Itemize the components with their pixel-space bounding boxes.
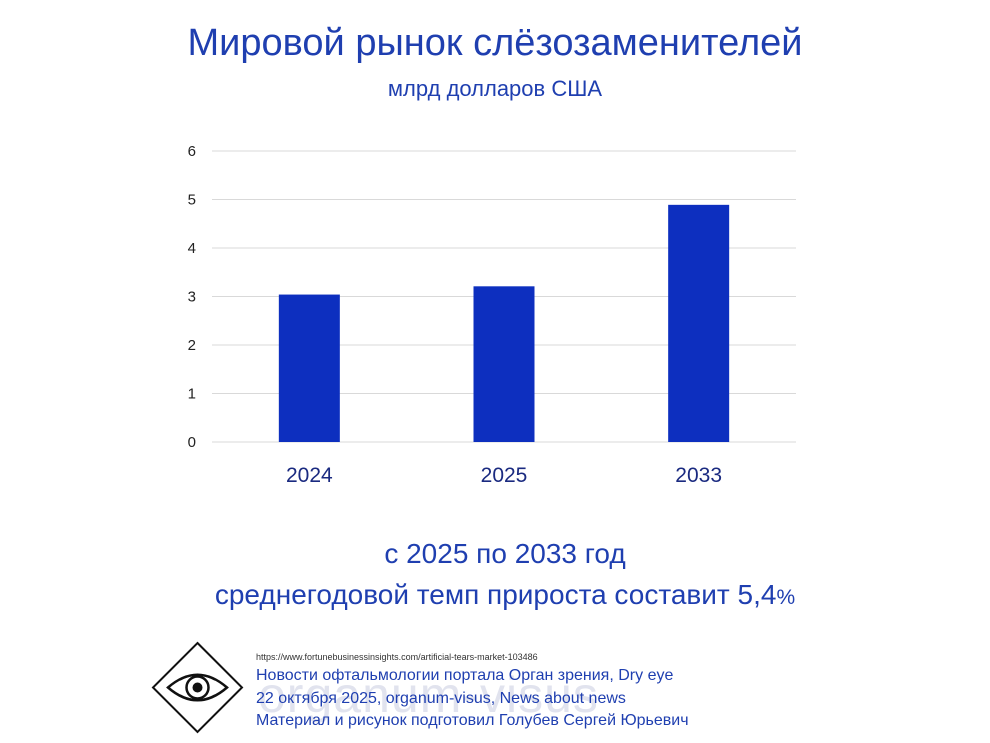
y-axis-ticks: 0 1 2 3 4 5 6 <box>188 143 196 451</box>
growth-note-rate: среднегодовой темп прироста составит 5,4… <box>0 579 990 611</box>
y-tick-label: 2 <box>188 337 196 354</box>
y-tick-label: 0 <box>188 434 196 451</box>
bar-2024 <box>278 294 340 442</box>
eye-diamond-logo-icon <box>151 641 244 734</box>
footer-line-date: 22 октября 2025, organum-visus, News abo… <box>256 690 626 707</box>
source-url: https://www.fortunebusinessinsights.com/… <box>256 652 538 662</box>
bars <box>278 204 730 442</box>
x-tick-label: 2024 <box>286 464 333 487</box>
x-axis-ticks: 2024 2025 2033 <box>286 464 722 487</box>
x-tick-label: 2025 <box>481 464 528 487</box>
y-tick-label: 6 <box>188 143 196 160</box>
bar-2025 <box>473 286 535 442</box>
y-tick-label: 4 <box>188 240 196 257</box>
x-tick-label: 2033 <box>675 464 722 487</box>
y-tick-label: 3 <box>188 289 196 306</box>
y-tick-label: 5 <box>188 192 196 209</box>
footer-line-portal: Новости офтальмологии портала Орган зрен… <box>256 667 674 684</box>
growth-note-percent: % <box>776 586 796 609</box>
footer-line-author: Материал и рисунок подготовил Голубев Се… <box>256 712 689 729</box>
bar-chart: 0 1 2 3 4 5 6 2024 2025 2033 <box>188 143 796 487</box>
chart-title: Мировой рынок слёзозаменителей <box>187 22 803 64</box>
y-tick-label: 1 <box>188 386 196 403</box>
bar-2033 <box>668 204 730 442</box>
growth-note-period: с 2025 по 2033 год <box>384 538 626 569</box>
chart-subtitle: млрд долларов США <box>387 76 603 101</box>
growth-note-rate-text: среднегодовой темп прироста составит 5,4 <box>214 579 777 610</box>
